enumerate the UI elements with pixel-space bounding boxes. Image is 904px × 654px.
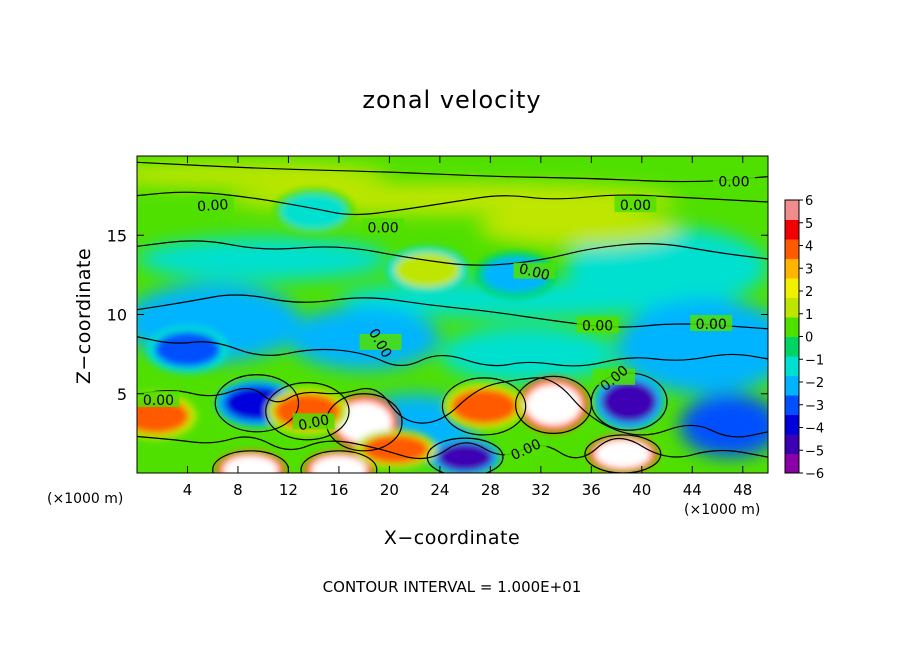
colorbar-segment-5 [785, 356, 799, 376]
x-tick-label-40: 40 [632, 481, 651, 499]
x-tick-label-12: 12 [279, 481, 298, 499]
feature-9 [154, 331, 221, 367]
contour-line-5 [137, 377, 768, 438]
contour-label-text-5: 0.00 [582, 319, 613, 335]
feature-7 [601, 381, 657, 423]
colorbar-segment-7 [785, 317, 799, 337]
contour-label-text-0: 0.00 [197, 197, 229, 215]
colorbar-label-12: −6 [805, 467, 824, 482]
contour-label-6: 0.00 [137, 391, 180, 409]
x-tick-label-8: 8 [233, 481, 243, 499]
feature-13 [137, 398, 189, 434]
field-band-7 [439, 325, 617, 383]
contour-line-6 [137, 435, 768, 460]
field-band-11 [679, 393, 768, 458]
x-tick-label-36: 36 [582, 481, 601, 499]
contour-line-0 [137, 191, 768, 216]
contour-label-text-2: 0.00 [517, 261, 551, 284]
feature-12 [451, 388, 517, 424]
feature-3 [222, 455, 279, 473]
contour-loop-2 [300, 450, 378, 473]
contour-label-text-9: 0.00 [696, 317, 727, 333]
z-unit-label: (×1000 m) [47, 491, 124, 507]
contour-label-2: 0.00 [513, 261, 556, 284]
colorbar: 6 5 4 3 2 1 0 −1 −2 −3 −4 −5 −6 [784, 194, 824, 482]
colorbar-segment-2 [785, 414, 799, 435]
x-unit-label: (×1000 m) [684, 502, 761, 518]
colorbar-label-4: 2 [805, 285, 813, 300]
colorbar-label-9: −3 [805, 399, 824, 414]
field-band-2 [137, 236, 390, 282]
contour-label-0: 0.00 [191, 196, 234, 215]
field-band-3 [566, 227, 768, 307]
colorbar-label-7: −1 [805, 353, 824, 368]
colorbar-segment-3 [785, 395, 799, 415]
contour-line-2 [137, 240, 768, 266]
x-tick-label-4: 4 [183, 481, 193, 499]
contour-label-3: 0.00 [712, 172, 755, 190]
contour-label-1: 0.00 [362, 218, 405, 236]
contour-label-text-7: 0.00 [297, 412, 331, 434]
contour-loop-10 [265, 382, 350, 441]
contour-loop-5 [214, 374, 300, 433]
colorbar-label-0: 6 [805, 194, 813, 209]
colorbar-label-1: 5 [805, 217, 813, 232]
feature-11 [362, 434, 429, 464]
contour-label-text-3: 0.00 [718, 174, 749, 190]
colorbar-segment-11 [785, 239, 799, 259]
feature-15 [394, 252, 461, 288]
y-tick-label-10: 10 [107, 306, 127, 325]
contour-loop-12 [441, 377, 527, 436]
colorbar-segment-10 [785, 258, 799, 279]
colorbar-segment-6 [785, 336, 799, 357]
x-tick-label-32: 32 [531, 481, 550, 499]
feature-1 [525, 384, 582, 426]
colorbar-segment-8 [785, 297, 799, 318]
y-tick-label-15: 15 [107, 226, 127, 245]
colorbar-segment-12 [785, 219, 799, 240]
colorbar-segment-4 [785, 375, 799, 396]
colorbar-segment-13 [785, 200, 799, 220]
contour-loop-6 [426, 437, 504, 473]
colorbar-segment-0 [785, 453, 799, 474]
x-tick-label-20: 20 [380, 481, 399, 499]
x-tick-label-16: 16 [329, 481, 348, 499]
chart-title: zonal velocity [362, 86, 542, 114]
x-tick-label-48: 48 [733, 481, 752, 499]
colorbar-label-2: 4 [805, 240, 813, 255]
feature-14 [280, 194, 347, 229]
feature-4 [595, 439, 651, 469]
field-band-9 [137, 162, 390, 188]
colorbar-label-11: −5 [805, 444, 824, 459]
x-tick-label-24: 24 [430, 481, 449, 499]
feature-6 [437, 442, 493, 472]
y-tick-label-5: 5 [117, 385, 127, 404]
colorbar-segment-1 [785, 434, 799, 454]
contour-label-4: 0.00 [614, 196, 657, 214]
colorbar-label-8: −2 [805, 376, 824, 391]
field-band-8 [477, 208, 680, 247]
x-axis-label: X−coordinate [383, 527, 521, 549]
contour-interval-note: CONTOUR INTERVAL = 1.000E+01 [322, 578, 582, 596]
contour-label-text-4: 0.00 [620, 198, 651, 214]
colorbar-label-5: 1 [805, 308, 813, 323]
feature-2 [311, 455, 367, 473]
contour-line-1 [137, 161, 768, 183]
contour-label-text-1: 0.00 [368, 220, 399, 236]
contour-loop-4 [584, 434, 662, 473]
colorbar-label-3: 3 [805, 262, 813, 277]
contour-label-5: 0.00 [576, 316, 619, 335]
x-tick-label-44: 44 [683, 481, 702, 499]
x-tick-label-28: 28 [481, 481, 500, 499]
contour-label-text-6: 0.00 [143, 393, 174, 409]
colorbar-label-6: 0 [805, 331, 813, 346]
colorbar-segment-9 [785, 278, 799, 298]
colorbar-label-10: −4 [805, 422, 824, 437]
contour-label-8: 0.00 [504, 436, 547, 464]
contour-label-7: 0.00 [292, 412, 335, 434]
contour-line-4 [137, 336, 768, 367]
contour-label-9: 0.00 [690, 315, 733, 333]
